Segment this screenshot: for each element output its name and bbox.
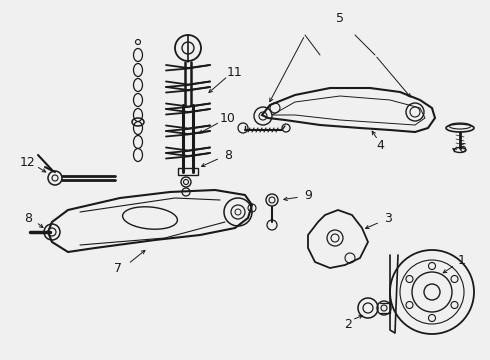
Text: 1: 1 [458, 253, 466, 266]
Text: 5: 5 [336, 12, 344, 24]
Text: 4: 4 [376, 139, 384, 152]
Text: 6: 6 [458, 141, 466, 154]
Text: 11: 11 [227, 66, 243, 78]
Text: 10: 10 [220, 112, 236, 125]
Text: 12: 12 [20, 156, 36, 168]
Text: 3: 3 [384, 212, 392, 225]
Text: 8: 8 [224, 149, 232, 162]
Text: 8: 8 [24, 212, 32, 225]
Text: 2: 2 [344, 319, 352, 332]
Text: 9: 9 [304, 189, 312, 202]
Text: 7: 7 [114, 261, 122, 275]
